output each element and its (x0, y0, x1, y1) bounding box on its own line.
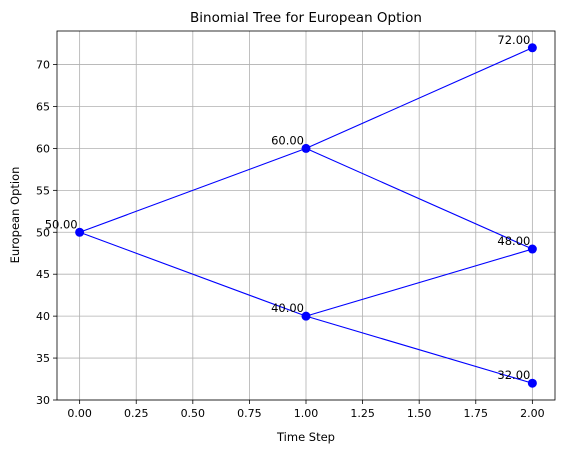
y-tick-label: 40 (36, 310, 50, 323)
y-tick-label: 65 (36, 100, 50, 113)
x-tick-label: 0.25 (124, 407, 149, 420)
tree-edge (305, 315, 533, 384)
x-tick-label: 1.25 (350, 407, 375, 420)
node-value-label: 50.00 (45, 217, 78, 231)
chart-title: Binomial Tree for European Option (190, 10, 422, 26)
plot-frame (56, 30, 556, 401)
x-tick-label: 2.00 (520, 407, 545, 420)
tree-node-point (301, 143, 311, 153)
node-value-label: 48.00 (497, 234, 530, 248)
tree-edge (79, 147, 307, 233)
y-tick-label: 35 (36, 352, 50, 365)
node-value-labels: 50.00 60.00 40.00 72.00 48.00 32.00 (45, 33, 531, 382)
tree-node-point (75, 227, 85, 237)
y-tick-label: 45 (36, 268, 50, 281)
node-value-label: 72.00 (497, 33, 530, 47)
x-axis-ticks: 0.00 0.25 0.50 0.75 1.00 1.25 1.50 1.75 2.00 (67, 400, 545, 420)
grid-lines (57, 31, 555, 401)
tree-nodes (75, 43, 537, 388)
x-tick-label: 1.50 (407, 407, 432, 420)
x-tick-label: 0.00 (67, 407, 92, 420)
y-tick-label: 70 (36, 59, 50, 72)
tree-edge (305, 147, 533, 250)
x-tick-label: 1.00 (294, 407, 319, 420)
tree-edge (305, 47, 533, 149)
tree-node-point (527, 378, 537, 388)
tree-edge (79, 231, 307, 317)
node-value-label: 40.00 (271, 301, 304, 315)
x-tick-label: 0.75 (237, 407, 262, 420)
y-tick-label: 30 (36, 394, 50, 407)
y-tick-label: 60 (36, 142, 50, 155)
tree-node-point (527, 43, 537, 53)
y-axis-ticks: 30 35 40 45 50 55 60 65 70 (36, 59, 57, 407)
y-tick-label: 55 (36, 184, 50, 197)
node-value-label: 32.00 (497, 368, 530, 382)
tree-node-point (527, 244, 537, 254)
tree-edge (305, 248, 533, 317)
y-tick-label: 50 (36, 226, 50, 239)
node-value-label: 60.00 (271, 133, 304, 147)
x-tick-label: 0.50 (181, 407, 206, 420)
tree-edges (79, 47, 533, 384)
x-tick-label: 1.75 (464, 407, 489, 420)
y-axis-label: European Option (8, 167, 22, 264)
tree-node-point (301, 311, 311, 321)
x-axis-label: Time Step (276, 430, 335, 444)
